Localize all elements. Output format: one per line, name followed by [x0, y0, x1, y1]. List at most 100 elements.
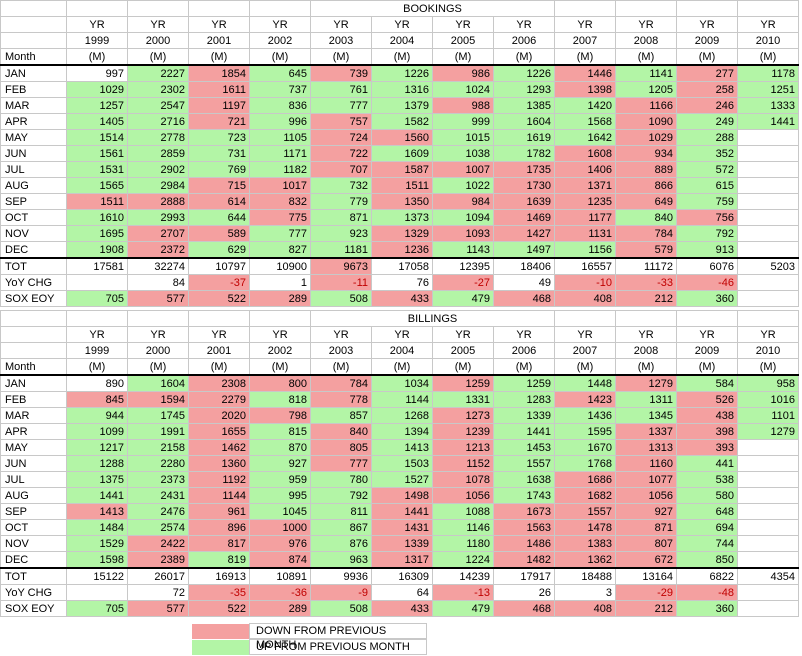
value-cell: 64: [371, 584, 433, 601]
header-cell: 2010: [737, 32, 799, 49]
value-cell: 1565: [66, 177, 128, 194]
header-cell: 2001: [188, 342, 250, 359]
value-cell: 1730: [493, 177, 555, 194]
value-cell: 572: [676, 161, 738, 178]
value-cell: 1563: [493, 519, 555, 536]
blank-cell: [676, 310, 738, 327]
header-cell: (M): [188, 48, 250, 66]
table-row: APR 1099 1991 1655 815 840 1394 1239 1441 1595 133…: [0, 423, 799, 440]
header-row: Month (M) (M) (M) (M) (M) (M) (M) (M) (M) (M) (M) (M…: [0, 358, 799, 376]
value-cell: 1486: [493, 535, 555, 552]
value-cell: 1568: [554, 113, 616, 130]
month-label: OCT: [0, 209, 67, 226]
header-cell: 2004: [371, 342, 433, 359]
value-cell: 2707: [127, 225, 189, 242]
value-cell: -13: [432, 584, 494, 601]
value-cell: 792: [676, 225, 738, 242]
value-cell: 84: [127, 274, 189, 291]
value-cell: 996: [249, 113, 311, 130]
value-cell: 1431: [371, 519, 433, 536]
value-cell: [737, 519, 799, 536]
header-cell: (M): [127, 358, 189, 376]
value-cell: 1177: [554, 209, 616, 226]
value-cell: 1236: [371, 241, 433, 259]
value-cell: 819: [188, 551, 250, 569]
value-cell: 777: [249, 225, 311, 242]
value-cell: 1178: [737, 64, 799, 82]
value-cell: 584: [676, 374, 738, 392]
value-cell: 986: [432, 64, 494, 82]
value-cell: -35: [188, 584, 250, 601]
value-cell: 705: [66, 600, 128, 617]
value-cell: 896: [188, 519, 250, 536]
value-cell: 1152: [432, 455, 494, 472]
value-cell: 1478: [554, 519, 616, 536]
value-cell: 1000: [249, 519, 311, 536]
value-cell: 889: [615, 161, 677, 178]
value-cell: 927: [249, 455, 311, 472]
value-cell: 2716: [127, 113, 189, 130]
value-cell: 1017: [249, 177, 311, 194]
header-cell: (M): [371, 48, 433, 66]
value-cell: 1484: [66, 519, 128, 536]
value-cell: 1604: [493, 113, 555, 130]
value-cell: 775: [249, 209, 311, 226]
value-cell: 479: [432, 290, 494, 307]
value-cell: 1166: [615, 97, 677, 114]
value-cell: [737, 471, 799, 488]
value-cell: 874: [249, 551, 311, 569]
value-cell: [737, 209, 799, 226]
month-label: JUN: [0, 145, 67, 162]
header-cell: YR: [737, 16, 799, 33]
sox-label: SOX EOY: [0, 290, 67, 307]
value-cell: 18488: [554, 567, 616, 585]
header-cell: YR: [432, 326, 494, 343]
value-cell: 72: [127, 584, 189, 601]
value-cell: 780: [310, 471, 372, 488]
table-row: OCT 1484 2574 896 1000 867 1431 1146 1563 1478 871…: [0, 519, 799, 536]
value-cell: 468: [493, 600, 555, 617]
value-cell: 1436: [554, 407, 616, 424]
header-cell: (M): [432, 358, 494, 376]
value-cell: 579: [615, 241, 677, 259]
value-cell: 798: [249, 407, 311, 424]
value-cell: 805: [310, 439, 372, 456]
value-cell: [737, 177, 799, 194]
value-cell: 17917: [493, 567, 555, 585]
value-cell: 1385: [493, 97, 555, 114]
header-cell: YR: [310, 326, 372, 343]
value-cell: 1235: [554, 193, 616, 210]
value-cell: 963: [310, 551, 372, 569]
table-row: MAR 1257 2547 1197 836 777 1379 988 1385 1420 1166…: [0, 97, 799, 114]
value-cell: 18406: [493, 257, 555, 275]
value-cell: [737, 584, 799, 601]
value-cell: 249: [676, 113, 738, 130]
value-cell: 744: [676, 535, 738, 552]
blank-cell: [737, 0, 799, 17]
value-cell: 16309: [371, 567, 433, 585]
value-cell: 984: [432, 193, 494, 210]
value-cell: 913: [676, 241, 738, 259]
header-cell: 2009: [676, 342, 738, 359]
value-cell: 1333: [737, 97, 799, 114]
value-cell: 1029: [66, 81, 128, 98]
value-cell: -33: [615, 274, 677, 291]
blank-cell: [0, 0, 67, 17]
value-cell: 923: [310, 225, 372, 242]
value-cell: 1259: [493, 374, 555, 392]
header-cell: 2006: [493, 32, 555, 49]
month-label: APR: [0, 423, 67, 440]
value-cell: 2158: [127, 439, 189, 456]
value-cell: 1090: [615, 113, 677, 130]
value-cell: 1181: [310, 241, 372, 259]
month-label: JAN: [0, 64, 67, 82]
month-label: FEB: [0, 391, 67, 408]
header-label: Month: [0, 358, 67, 376]
header-cell: 2010: [737, 342, 799, 359]
blank-cell: [66, 310, 128, 327]
value-cell: 13164: [615, 567, 677, 585]
value-cell: 840: [615, 209, 677, 226]
header-cell: (M): [66, 48, 128, 66]
tot-row: TOT 17581 32274 10797 10900 9673 17058 12395 184…: [0, 257, 799, 275]
value-cell: 818: [249, 391, 311, 408]
